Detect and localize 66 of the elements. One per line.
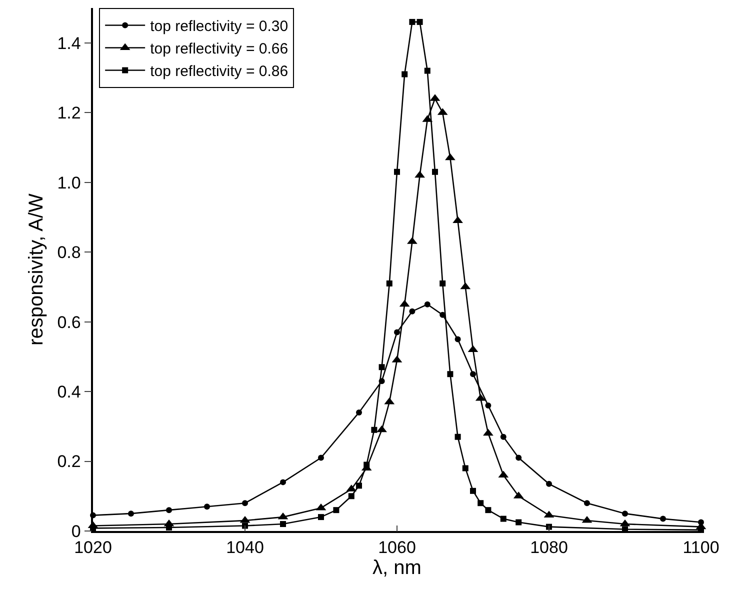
- y-tick-label: 0: [71, 522, 81, 541]
- point: [376, 425, 387, 432]
- point: [394, 329, 400, 336]
- point: [485, 507, 492, 514]
- point: [356, 482, 362, 489]
- legend-label: top reflectivity = 0.30: [150, 18, 288, 36]
- x-tick-label: 1100: [682, 538, 720, 558]
- y-axis-title: responsivity, A/W: [26, 193, 48, 346]
- point: [409, 18, 416, 25]
- y-tick-label: 0.2: [57, 452, 81, 472]
- point: [364, 462, 370, 468]
- y-tick-label: 0.8: [57, 243, 81, 262]
- point: [546, 480, 552, 487]
- point: [516, 454, 522, 461]
- point: [394, 168, 400, 175]
- x-axis-title: λ, nm: [372, 557, 422, 580]
- point: [378, 364, 385, 370]
- point: [318, 514, 324, 520]
- y-tick-label: 0.6: [57, 312, 81, 332]
- point: [432, 168, 438, 175]
- legend-label: top reflectivity = 0.66: [150, 40, 288, 58]
- point: [478, 500, 484, 506]
- point: [454, 336, 461, 342]
- y-tick-label: 1.2: [57, 104, 81, 123]
- point: [462, 465, 468, 472]
- point: [483, 428, 494, 436]
- point: [318, 454, 324, 461]
- point: [584, 500, 590, 506]
- point: [447, 371, 454, 378]
- point: [386, 280, 392, 286]
- point: [280, 479, 286, 486]
- point: [333, 507, 340, 514]
- point: [500, 434, 506, 440]
- point: [424, 68, 430, 74]
- point: [416, 18, 423, 25]
- point: [414, 170, 425, 178]
- point: [242, 500, 248, 506]
- point: [445, 153, 456, 160]
- point: [470, 371, 476, 378]
- y-tick-label: 1.4: [57, 34, 81, 53]
- y-tick-label: 1.0: [57, 173, 81, 192]
- legend-label: top reflectivity = 0.86: [150, 63, 288, 80]
- point: [440, 280, 446, 286]
- point: [622, 510, 628, 517]
- point: [454, 434, 461, 440]
- point: [242, 522, 248, 529]
- x-tick-label: 1080: [530, 538, 568, 558]
- point: [485, 402, 492, 408]
- y-tick-label: 0.4: [57, 382, 81, 402]
- point: [348, 493, 354, 500]
- point: [409, 308, 416, 314]
- point: [128, 510, 134, 517]
- point: [356, 409, 362, 416]
- point: [371, 426, 378, 433]
- point: [470, 488, 476, 494]
- point: [166, 507, 172, 514]
- point: [424, 301, 430, 308]
- point: [660, 516, 666, 522]
- x-tick-label: 1020: [74, 538, 112, 558]
- point: [516, 519, 522, 526]
- point: [500, 516, 506, 522]
- point: [204, 504, 210, 510]
- x-tick-label: 1060: [378, 538, 416, 558]
- point: [280, 521, 286, 528]
- point: [402, 71, 408, 78]
- x-tick-label: 1040: [226, 538, 264, 558]
